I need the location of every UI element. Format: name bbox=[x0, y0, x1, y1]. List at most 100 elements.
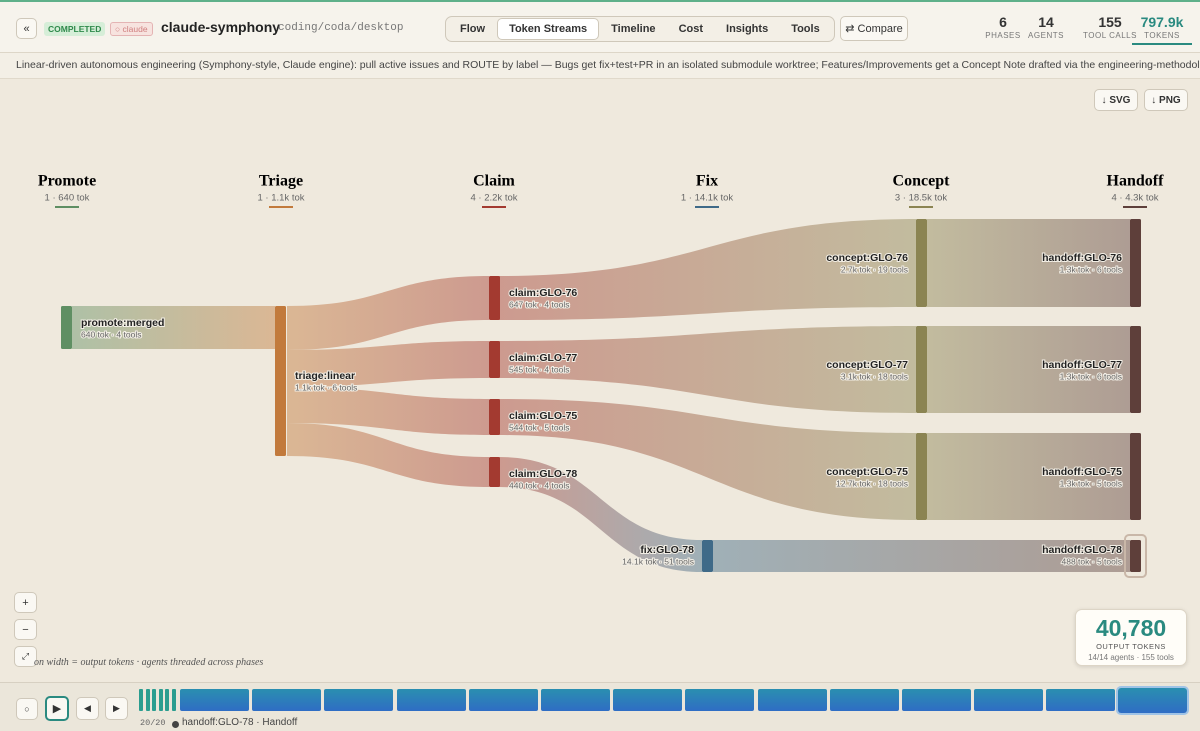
node[interactable] bbox=[916, 433, 927, 520]
loop-button[interactable]: ○ bbox=[16, 698, 38, 720]
node[interactable] bbox=[61, 306, 72, 349]
path: coding/coda/desktop bbox=[278, 22, 404, 34]
stat-value: 14 bbox=[1038, 14, 1054, 30]
export-svg[interactable]: ↓ SVG bbox=[1094, 89, 1138, 111]
stat: 14 AGENTS bbox=[1016, 14, 1076, 40]
flow-link bbox=[927, 219, 1130, 307]
phase-underline bbox=[55, 206, 79, 208]
timeline-step bbox=[974, 689, 1044, 711]
node[interactable] bbox=[489, 276, 500, 320]
timeline-step bbox=[171, 689, 176, 711]
node-detail: 488 tok · 5 tools bbox=[1062, 556, 1122, 566]
node-label: claim:GLO-78 bbox=[509, 468, 577, 480]
tab[interactable]: Token Streams bbox=[497, 18, 600, 40]
timeline-step bbox=[829, 689, 899, 711]
status-badge: COMPLETED bbox=[44, 22, 106, 36]
node-label: handoff:GLO-75 bbox=[1042, 466, 1122, 478]
phase-underline bbox=[482, 206, 506, 208]
node[interactable] bbox=[916, 219, 927, 307]
node-label: claim:GLO-76 bbox=[509, 287, 577, 299]
caption: on width = output tokens · agents thread… bbox=[34, 657, 264, 668]
player: ○ ▶ ◀ ▶ 20/20 handoff:GLO-78 · Handoff bbox=[0, 682, 1200, 731]
node[interactable] bbox=[1130, 433, 1141, 520]
node[interactable] bbox=[489, 341, 500, 378]
node[interactable] bbox=[916, 326, 927, 413]
flow-link bbox=[287, 341, 489, 387]
zoom-fit[interactable]: ⤢ bbox=[14, 646, 37, 667]
stat-value: 6 bbox=[999, 14, 1007, 30]
tab[interactable]: Tools bbox=[791, 23, 820, 35]
flow-link bbox=[287, 276, 489, 350]
timeline-step bbox=[139, 689, 143, 711]
tab-bar: Flow Token Streams Timeline Cost Insights Too… bbox=[445, 16, 835, 42]
node-label: handoff:GLO-76 bbox=[1042, 252, 1122, 264]
timeline-step bbox=[152, 689, 156, 711]
phase-name: Claim bbox=[473, 173, 515, 190]
node-detail: 640 tok · 4 tools bbox=[81, 329, 141, 339]
node-label: handoff:GLO-78 bbox=[1042, 544, 1122, 556]
next-button[interactable]: ▶ bbox=[105, 697, 128, 720]
timeline-step bbox=[165, 689, 169, 711]
current-dot bbox=[172, 721, 179, 728]
stat: 797.9k TOKENS bbox=[1132, 14, 1192, 45]
play-button[interactable]: ▶ bbox=[45, 696, 69, 721]
phase-summary: 4 · 2.2k tok bbox=[471, 193, 518, 204]
counter-label: OUTPUT TOKENS bbox=[1096, 642, 1166, 651]
timeline-step bbox=[252, 689, 322, 711]
counter-detail: 14/14 agents · 155 tools bbox=[1088, 653, 1174, 662]
node[interactable] bbox=[275, 306, 286, 456]
phase-summary: 1 · 14.1k tok bbox=[681, 193, 734, 204]
description: Linear-driven autonomous engineering (Sy… bbox=[0, 53, 1200, 79]
phase-underline bbox=[269, 206, 293, 208]
node[interactable] bbox=[489, 457, 500, 487]
current-step: handoff:GLO-78 · Handoff bbox=[182, 717, 298, 728]
compare-button[interactable]: ⇄ Compare bbox=[840, 16, 908, 41]
node-label: claim:GLO-75 bbox=[509, 410, 577, 422]
node-detail: 12.7k tok · 18 tools bbox=[836, 478, 908, 488]
node-detail: 647 tok · 4 tools bbox=[509, 299, 569, 309]
export-png[interactable]: ↓ PNG bbox=[1144, 89, 1188, 111]
node-detail: 1.3k tok · 5 tools bbox=[1060, 478, 1122, 488]
node-highlight bbox=[1124, 534, 1147, 578]
flow-link bbox=[499, 326, 916, 413]
flow-link bbox=[287, 423, 489, 487]
stat-label: AGENTS bbox=[1028, 31, 1064, 40]
node-detail: 3.1k tok · 18 tools bbox=[841, 371, 908, 381]
node[interactable] bbox=[489, 399, 500, 435]
node[interactable] bbox=[1130, 540, 1141, 572]
stat-value: 155 bbox=[1098, 14, 1122, 30]
node-detail: 1.3k tok · 6 tools bbox=[1060, 264, 1122, 274]
stat-label: PHASES bbox=[985, 31, 1021, 40]
tab[interactable]: Cost bbox=[678, 23, 704, 35]
timeline-step bbox=[902, 689, 971, 711]
back-button[interactable]: « bbox=[16, 18, 37, 39]
tab[interactable]: Timeline bbox=[611, 23, 656, 35]
node[interactable] bbox=[702, 540, 713, 572]
prev-button[interactable]: ◀ bbox=[76, 697, 99, 720]
node-label: concept:GLO-75 bbox=[826, 466, 908, 478]
tab[interactable]: Insights bbox=[726, 23, 769, 35]
phase-summary: 1 · 640 tok bbox=[45, 193, 90, 204]
engine-badge: ○ claude bbox=[110, 22, 153, 36]
timeline-step bbox=[145, 689, 150, 711]
phase-name: Triage bbox=[259, 173, 303, 190]
zoom-in[interactable]: + bbox=[14, 592, 37, 613]
timeline-step bbox=[180, 689, 249, 711]
phase-name: Concept bbox=[893, 173, 951, 190]
node-label: triage:linear bbox=[295, 370, 355, 382]
node[interactable] bbox=[1130, 326, 1141, 413]
zoom-out[interactable]: − bbox=[14, 619, 37, 640]
stat-value: 797.9k bbox=[1140, 14, 1184, 30]
phase-name: Handoff bbox=[1107, 173, 1165, 190]
flow-link bbox=[499, 399, 916, 520]
timeline-step bbox=[613, 689, 683, 711]
timeline-step-current bbox=[1118, 688, 1187, 713]
phase-name: Promote bbox=[38, 173, 96, 190]
node-detail: 545 tok · 4 tools bbox=[509, 364, 569, 374]
node-detail: 1.3k tok · 6 tools bbox=[1060, 371, 1122, 381]
title: claude-symphony bbox=[161, 19, 281, 35]
progress: 20/20 bbox=[140, 718, 166, 728]
tab[interactable]: Flow bbox=[460, 23, 486, 35]
timeline-step bbox=[541, 689, 610, 711]
node[interactable] bbox=[1130, 219, 1141, 307]
